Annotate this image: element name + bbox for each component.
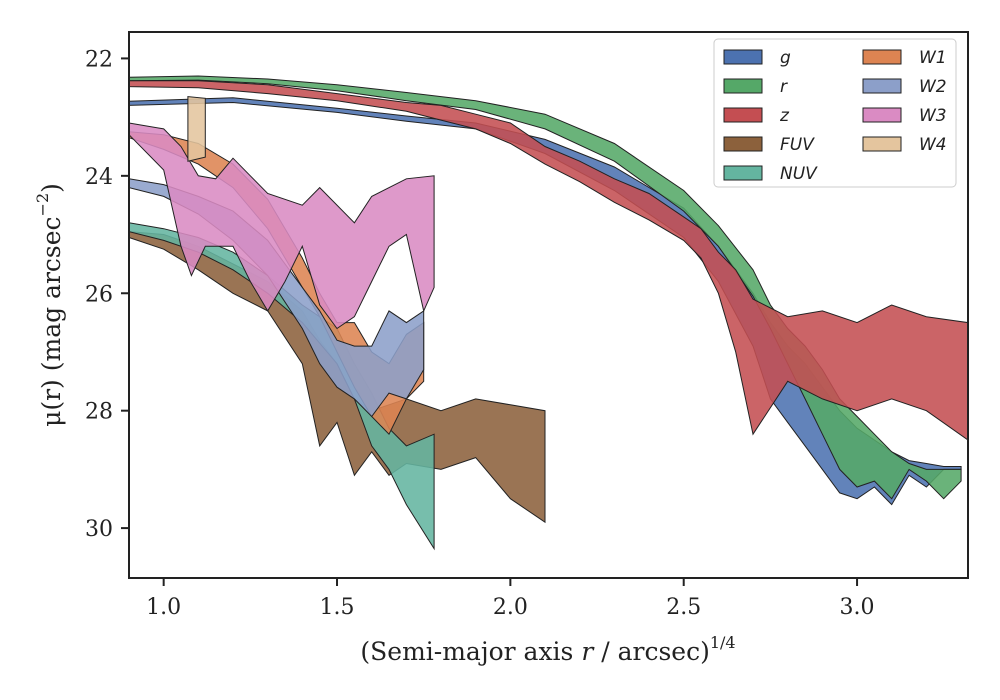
- y-axis-ticks: 22 24 26 28 30: [85, 47, 129, 542]
- plot-frame: [128, 31, 969, 579]
- legend-label-NUV: NUV: [780, 164, 818, 184]
- legend-swatch-FUV: [723, 136, 763, 152]
- x-tick-label: 2.0: [493, 595, 528, 620]
- x-tick-label: 1.5: [320, 595, 355, 620]
- x-axis-label-variable: r: [581, 637, 595, 666]
- y-tick-label: 26: [85, 282, 113, 307]
- x-tick-label: 2.5: [666, 595, 701, 620]
- x-axis-label: (Semi-major axis r / arcsec)1/4: [360, 633, 735, 666]
- y-tick-label: 28: [85, 400, 113, 425]
- legend-swatch-W3: [862, 107, 902, 123]
- legend-swatch-W2: [862, 78, 902, 94]
- legend-label-W3: W3: [919, 106, 947, 126]
- y-tick-label: 24: [85, 165, 113, 190]
- y-axis-label-exponent: −2: [33, 193, 52, 217]
- legend-label-FUV: FUV: [780, 135, 815, 155]
- legend-label-W2: W2: [919, 77, 947, 97]
- legend-label-W1: W1: [919, 48, 947, 68]
- legend-items: grz FUV NUV W1 W2 W3 W4: [723, 48, 947, 184]
- legend-swatch-z: [723, 107, 763, 123]
- band-r: [128, 75, 962, 500]
- legend-label-z: z: [779, 106, 790, 126]
- x-axis-ticks: 1.0 1.5 2.0 2.5 3.0: [146, 578, 875, 620]
- legend-swatch-g: [723, 49, 763, 65]
- y-axis-label-close: ): [37, 183, 66, 193]
- band-W3: [128, 122, 435, 330]
- y-tick-label: 30: [85, 517, 113, 542]
- legend: grz FUV NUV W1 W2 W3 W4: [713, 38, 957, 188]
- legend-swatch-r: [723, 78, 763, 94]
- y-axis-label-text: μ(r) (mag arcsec: [37, 216, 66, 426]
- legend-label-W4: W4: [919, 135, 947, 155]
- series-bands: [128, 75, 969, 551]
- x-tick-label: 1.0: [146, 595, 181, 620]
- x-axis-label-text: (Semi-major axis r / arcsec): [360, 637, 709, 666]
- legend-swatch-W4: [862, 136, 902, 152]
- y-tick-label: 22: [85, 47, 113, 72]
- x-tick-label: 3.0: [840, 595, 875, 620]
- band-W4: [187, 96, 206, 162]
- x-axis-label-exponent: 1/4: [710, 633, 736, 652]
- y-axis-label: μ(r) (mag arcsec−2): [33, 183, 66, 427]
- legend-swatch-NUV: [723, 165, 763, 181]
- legend-label-g: g: [780, 48, 791, 68]
- legend-swatch-W1: [862, 49, 902, 65]
- legend-label-r: r: [780, 77, 788, 97]
